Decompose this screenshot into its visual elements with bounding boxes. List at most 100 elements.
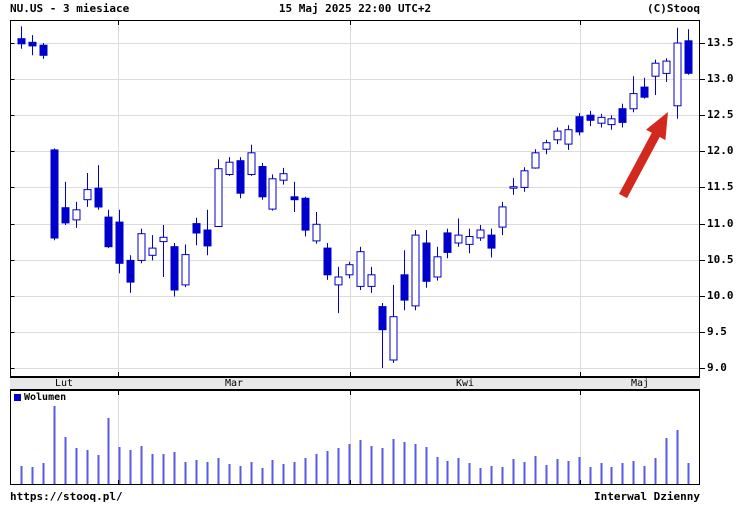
volume-bar	[20, 466, 23, 484]
candle-body	[148, 247, 157, 256]
candle-body	[301, 197, 310, 231]
copyright-label: (C)Stooq	[647, 2, 700, 15]
candle-body	[597, 116, 606, 124]
volume-bar	[381, 448, 384, 484]
volume-bar	[64, 437, 67, 484]
candle-body	[356, 251, 365, 287]
candle-body	[443, 232, 452, 253]
volume-bar	[86, 450, 89, 484]
volume-bar	[567, 461, 570, 484]
volume-bar	[676, 430, 679, 484]
candle-body	[61, 207, 70, 224]
volume-bar	[337, 448, 340, 484]
y-axis-label: 9.0	[707, 361, 727, 374]
candle-body	[520, 170, 529, 188]
candlesticks	[17, 26, 693, 368]
volume-bar	[534, 456, 537, 484]
candle-body	[290, 196, 299, 201]
candle-body	[17, 38, 26, 45]
volume-bar	[315, 454, 318, 484]
volume-bar	[184, 462, 187, 484]
month-label: Mar	[224, 378, 244, 389]
candle-body	[247, 152, 256, 176]
price-panel-border	[10, 20, 700, 377]
volume-bar	[446, 461, 449, 484]
candle-body	[72, 209, 81, 221]
candle-body	[487, 234, 496, 249]
month-axis: Lut Mar Kwi Maj	[10, 377, 700, 390]
volume-bar	[643, 466, 646, 484]
volume-bar	[589, 467, 592, 484]
volume-bars	[20, 406, 690, 484]
candle-body	[607, 118, 616, 126]
candle-body	[279, 173, 288, 181]
volume-bar	[107, 418, 110, 484]
volume-axis-ticks	[118, 391, 581, 484]
volume-legend: Wolumen	[14, 393, 66, 403]
candle-body	[137, 233, 146, 261]
candle-body	[629, 93, 638, 110]
candle-body	[236, 160, 245, 194]
candle-body	[258, 166, 267, 198]
candle-body	[575, 116, 584, 133]
y-axis-label: 13.5	[707, 36, 734, 49]
candle-body	[83, 189, 92, 201]
volume-bar	[228, 464, 231, 484]
candle-body	[454, 234, 463, 244]
volume-bar	[151, 454, 154, 484]
annotation-arrow-icon	[619, 112, 668, 199]
volume-bar	[512, 459, 515, 484]
volume-bar	[621, 463, 624, 484]
candle-body	[564, 129, 573, 145]
candle-body	[268, 178, 277, 210]
volume-bar	[326, 451, 329, 484]
volume-bar	[436, 457, 439, 484]
candle-body	[400, 274, 409, 301]
volume-bar	[271, 460, 274, 484]
volume-bar	[545, 465, 548, 484]
volume-bar	[556, 459, 559, 484]
volume-legend-label: Wolumen	[24, 392, 67, 403]
volume-panel-border	[10, 390, 700, 485]
candle-body	[673, 42, 682, 107]
volume-bar	[370, 446, 373, 484]
candle-body	[192, 223, 201, 234]
volume-bar	[632, 461, 635, 484]
candle-body	[312, 223, 321, 242]
volume-bar	[468, 463, 471, 484]
volume-bar	[687, 463, 690, 484]
candle-body	[389, 316, 398, 361]
volume-bar	[457, 458, 460, 484]
month-label: Maj	[630, 378, 650, 389]
volume-bar	[195, 460, 198, 484]
y-axis-label: 12.5	[707, 108, 734, 121]
volume-bar	[425, 447, 428, 484]
price-panel	[10, 20, 705, 377]
candle-body	[509, 186, 518, 189]
y-axis-label: 12.0	[707, 144, 734, 157]
candle-body	[531, 152, 540, 169]
source-url: https://stooq.pl/	[10, 490, 123, 503]
volume-bar	[490, 466, 493, 484]
candle-body	[465, 236, 474, 245]
candle-body	[651, 62, 660, 77]
volume-bar	[75, 448, 78, 484]
volume-bar	[250, 462, 253, 484]
candle-body	[378, 306, 387, 331]
candle-body	[225, 161, 234, 175]
volume-bar	[392, 439, 395, 484]
volume-bar	[118, 447, 121, 484]
volume-bar	[304, 458, 307, 484]
candle-body	[433, 256, 442, 278]
volume-bar	[610, 467, 613, 484]
y-axis-label: 10.5	[707, 253, 734, 266]
candle-body	[214, 168, 223, 227]
candle-body	[618, 108, 627, 123]
volume-panel	[10, 390, 700, 485]
candle-body	[640, 86, 649, 98]
candle-body	[115, 221, 124, 264]
volume-bar	[348, 444, 351, 484]
candle-body	[181, 254, 190, 286]
volume-bar	[206, 462, 209, 484]
